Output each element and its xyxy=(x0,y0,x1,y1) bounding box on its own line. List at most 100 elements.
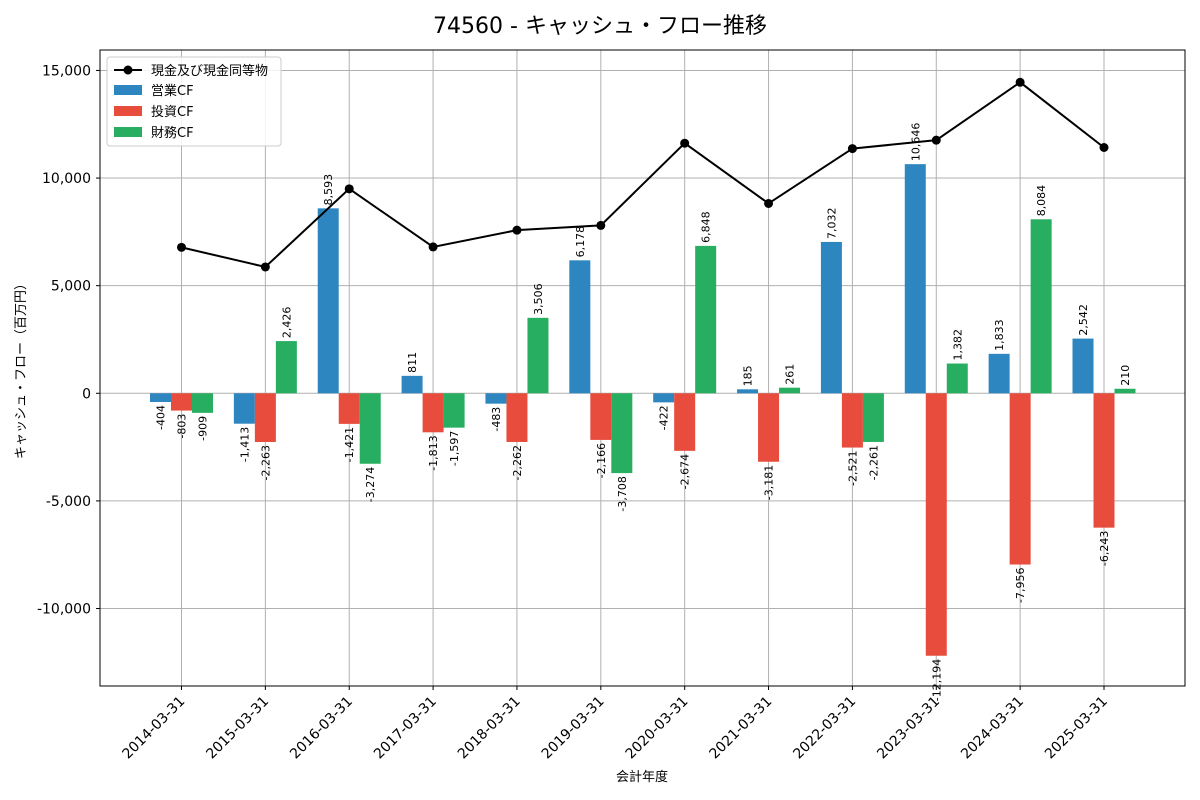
bar-investing xyxy=(1009,393,1031,565)
bar-operating xyxy=(485,393,507,404)
bar-investing xyxy=(171,393,192,411)
bar-financing xyxy=(443,393,465,428)
bar-investing xyxy=(590,393,612,440)
cash-line-path xyxy=(181,81,1105,269)
bar-value-label: 261 xyxy=(784,364,797,385)
bar-value-label: 210 xyxy=(1119,365,1132,386)
bar-value-label: -1,413 xyxy=(238,427,251,462)
bar-value-label: -3,181 xyxy=(763,465,776,500)
bar-value-label: -404 xyxy=(155,405,168,430)
bar-investing xyxy=(422,393,444,433)
bar-financing xyxy=(527,317,549,394)
y-tick-label: 5,000 xyxy=(51,279,91,295)
cash-line-point xyxy=(764,198,774,208)
bar-operating xyxy=(988,353,1010,394)
bar-value-label: 1,833 xyxy=(993,319,1006,351)
bar-operating xyxy=(737,389,759,394)
y-tick-label: 0 xyxy=(82,386,91,402)
bar-value-label: 811 xyxy=(406,352,419,373)
bar-value-label: -3,708 xyxy=(616,476,629,511)
bar-value-label: -422 xyxy=(658,405,671,430)
legend-label: 財務CF xyxy=(151,126,194,141)
bar-value-label: -1,597 xyxy=(448,431,461,466)
bar-financing xyxy=(779,387,801,394)
bar-investing xyxy=(254,393,276,442)
cash-line-point xyxy=(931,135,941,145)
x-axis-label: 会計年度 xyxy=(616,769,668,785)
bar-value-label: 10,646 xyxy=(909,123,922,162)
bar-operating xyxy=(569,260,591,394)
bar-financing xyxy=(1114,388,1136,394)
cash-line-point xyxy=(344,184,354,194)
bar-value-label: 6,178 xyxy=(574,226,587,258)
cash-line-point xyxy=(1099,142,1109,152)
bar-value-label: -1,421 xyxy=(343,427,356,462)
cash-line-point xyxy=(680,138,690,148)
legend-label: 投資CF xyxy=(151,104,194,120)
bar-financing xyxy=(275,341,297,394)
bar-operating xyxy=(150,393,171,402)
legend-bar-swatch xyxy=(114,85,142,95)
bar-financing xyxy=(946,363,968,394)
bar-operating xyxy=(317,208,339,394)
bar-financing xyxy=(695,245,717,394)
bar-value-label: -2,261 xyxy=(867,445,880,480)
bar-value-label: -483 xyxy=(490,407,503,432)
legend-line-marker xyxy=(123,65,133,75)
bar-operating xyxy=(820,241,842,394)
bar-financing xyxy=(359,393,381,464)
bar-value-label: -2,166 xyxy=(595,443,608,478)
y-tick-label: -10,000 xyxy=(37,602,91,618)
bar-value-label: 2,542 xyxy=(1077,304,1090,336)
bar-investing xyxy=(338,393,360,424)
legend-bar-swatch xyxy=(114,106,142,116)
bar-investing xyxy=(1093,393,1115,528)
cash-line-point xyxy=(847,144,857,154)
bar-operating xyxy=(233,393,255,424)
y-tick-label: -5,000 xyxy=(46,494,91,510)
bar-value-label: 6,848 xyxy=(700,211,713,243)
cash-line xyxy=(177,77,1109,272)
bar-operating xyxy=(1072,338,1094,394)
bar-value-label: -2,263 xyxy=(259,445,272,480)
bar-value-label: 2,426 xyxy=(280,307,293,339)
bar-value-label: -909 xyxy=(197,416,210,441)
data-labels: -404 -1,413 8,593 811 -483 6,178 -422 185 7,032 1… xyxy=(155,123,1133,702)
legend-label: 営業CF xyxy=(151,83,194,99)
cash-line-point xyxy=(428,242,438,252)
cash-line-point xyxy=(512,225,522,235)
cash-line-point xyxy=(177,242,186,252)
bar-value-label: -7,956 xyxy=(1014,568,1027,603)
bar-value-label: -2,262 xyxy=(511,445,524,480)
bar-value-label: -6,243 xyxy=(1098,531,1111,566)
bar-value-label: -2,674 xyxy=(679,454,692,489)
bar-value-label: 8,084 xyxy=(1035,185,1048,217)
bars xyxy=(150,164,1136,656)
bar-value-label: -12,194 xyxy=(930,659,943,701)
y-axis-label: キャッシュ・フロー（百万円） xyxy=(14,277,29,459)
bar-financing xyxy=(192,393,213,413)
bar-value-label: 7,032 xyxy=(825,207,838,239)
bar-value-label: -803 xyxy=(176,414,189,439)
plot-frame xyxy=(99,49,1186,687)
bar-operating xyxy=(401,375,423,394)
bar-investing xyxy=(506,393,528,442)
bar-investing xyxy=(758,393,780,462)
y-tick-label: 15,000 xyxy=(42,63,91,79)
bar-investing xyxy=(674,393,696,451)
bar-investing xyxy=(841,393,863,448)
cash-line-point xyxy=(596,220,606,230)
legend-label: 現金及び現金同等物 xyxy=(151,63,268,79)
bar-value-label: 185 xyxy=(742,365,755,386)
bar-value-label: 8,593 xyxy=(322,174,335,206)
chart-title: 74560 - キャッシュ・フロー推移 xyxy=(433,14,767,39)
bar-operating xyxy=(653,393,675,403)
bar-financing xyxy=(611,393,633,474)
bar-value-label: -1,813 xyxy=(427,435,440,470)
bar-value-label: 3,506 xyxy=(532,283,545,315)
y-tick-label: 10,000 xyxy=(42,171,91,187)
cash-line-point xyxy=(260,262,270,272)
